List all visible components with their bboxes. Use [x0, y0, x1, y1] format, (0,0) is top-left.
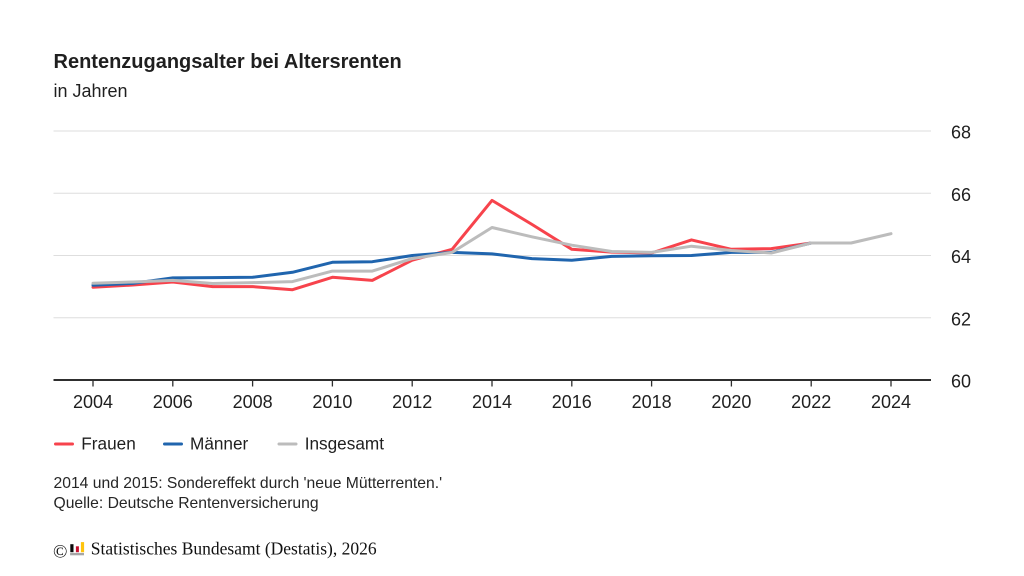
svg-text:2008: 2008	[233, 392, 273, 412]
svg-text:2012: 2012	[392, 392, 432, 412]
svg-text:Frauen: Frauen	[81, 434, 135, 454]
svg-text:Rentenzugangsalter bei Altersr: Rentenzugangsalter bei Altersrenten	[54, 51, 402, 73]
svg-text:68: 68	[951, 123, 971, 143]
svg-text:2014 und 2015: Sondereffekt du: 2014 und 2015: Sondereffekt durch 'neue …	[54, 475, 443, 492]
svg-text:2010: 2010	[312, 392, 352, 412]
svg-text:Statistisches Bundesamt (Desta: Statistisches Bundesamt (Destatis), 2026	[91, 538, 377, 558]
svg-text:2004: 2004	[73, 392, 113, 412]
svg-text:2022: 2022	[791, 392, 831, 412]
svg-text:Männer: Männer	[190, 434, 249, 454]
svg-text:64: 64	[951, 247, 971, 267]
svg-text:2016: 2016	[552, 392, 592, 412]
svg-text:66: 66	[951, 185, 971, 205]
svg-text:60: 60	[951, 372, 971, 392]
svg-text:2018: 2018	[632, 392, 672, 412]
svg-text:Quelle: Deutsche Rentenversich: Quelle: Deutsche Rentenversicherung	[54, 495, 319, 512]
svg-text:2024: 2024	[871, 392, 911, 412]
svg-text:2020: 2020	[711, 392, 751, 412]
svg-text:©: ©	[53, 541, 67, 562]
svg-text:in Jahren: in Jahren	[54, 81, 128, 101]
svg-text:62: 62	[951, 309, 971, 329]
svg-text:2006: 2006	[153, 392, 193, 412]
svg-text:Insgesamt: Insgesamt	[305, 434, 385, 454]
svg-text:2014: 2014	[472, 392, 512, 412]
